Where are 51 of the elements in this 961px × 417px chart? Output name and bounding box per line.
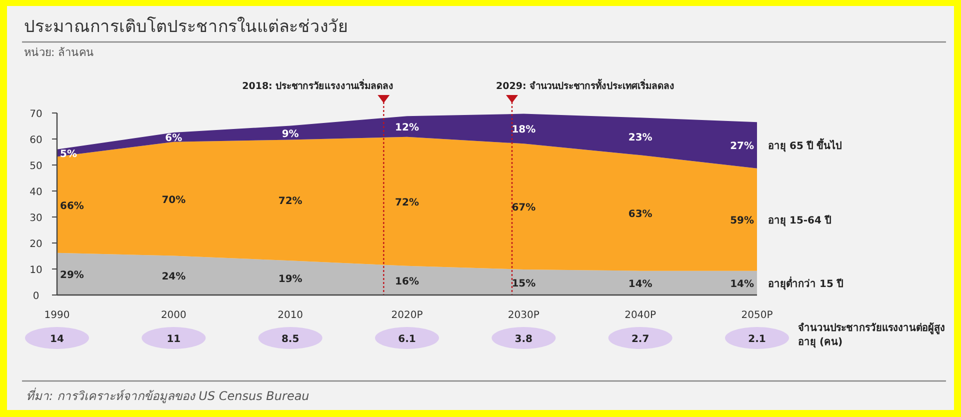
annotation: 59% <box>730 216 754 227</box>
text: 6.1 <box>398 334 416 345</box>
chart-subtitle: หน่วย: ล้านคน <box>24 46 94 59</box>
annotation: 27% <box>730 141 754 152</box>
x-tick-label: 2040P <box>624 310 656 321</box>
annotation: 24% <box>162 271 186 282</box>
annotation: 6% <box>165 133 182 144</box>
y-tick-label: 10 <box>30 265 42 276</box>
annotation: 9% <box>282 128 299 140</box>
annotation: 72% <box>395 197 419 208</box>
annotation: 29% <box>60 270 84 281</box>
text: จำนวนประชากรวัยแรงงานต่อผู้สูงอายุ (คน) <box>798 322 946 350</box>
text: 2.1 <box>748 334 766 345</box>
y-tick-label: 60 <box>30 135 42 146</box>
annotation: 63% <box>628 208 652 220</box>
annotation: 14% <box>730 278 754 290</box>
text: 3.8 <box>514 334 533 345</box>
series-label: อายุ 65 ปี ขึ้นไป <box>768 138 842 152</box>
y-tick-label: 40 <box>30 187 42 198</box>
ref-line-label: 2018: ประชากรวัยแรงงานเริ่มลดลง <box>242 78 394 92</box>
text: 11 <box>166 334 181 345</box>
annotation: 67% <box>512 202 536 214</box>
text: ที่มา: การวิเคราะห์จากข้อมูลของ US Census Bureau <box>26 387 310 404</box>
text: 14 <box>50 334 64 345</box>
annotation: 19% <box>278 274 302 285</box>
annotation: 12% <box>395 122 419 134</box>
annotation: 14% <box>628 278 652 290</box>
annotation: 72% <box>278 196 302 208</box>
series-label: อายุ 15-64 ปี <box>768 214 831 227</box>
annotation: 66% <box>60 200 84 212</box>
y-tick-label: 20 <box>30 239 42 250</box>
x-tick-label: 2030P <box>508 310 540 321</box>
text: 2.7 <box>631 334 650 345</box>
y-tick-label: 50 <box>30 161 42 172</box>
y-tick-label: 70 <box>30 109 42 120</box>
annotation: 70% <box>162 194 186 206</box>
x-tick-label: 2000 <box>160 310 186 321</box>
annotation: 18% <box>512 124 536 136</box>
x-tick-label: 2010 <box>278 310 304 321</box>
y-tick-label: 30 <box>30 213 42 224</box>
annotation: 16% <box>395 276 419 288</box>
ref-line-label: 2029: จำนวนประชากรทั้งประเทศเริ่มลดลง <box>496 78 675 92</box>
annotation: 23% <box>628 132 652 144</box>
series-label: อายุต่ำกว่า 15 ปี <box>768 276 843 290</box>
text: 8.5 <box>281 334 300 345</box>
x-tick-label: 1990 <box>44 310 70 321</box>
annotation: 15% <box>512 278 536 290</box>
y-tick-label: 0 <box>32 291 40 302</box>
x-tick-label: 2020P <box>391 310 423 321</box>
x-tick-label: 2050P <box>741 310 773 321</box>
chart-title: ประมาณการเติบโตประชากรในแต่ละช่วงวัย <box>24 16 348 37</box>
